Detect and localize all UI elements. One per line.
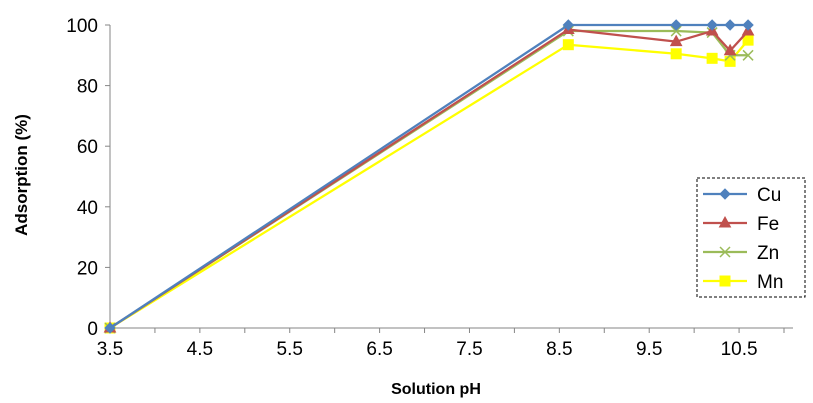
x-tick-label: 6.5: [366, 339, 392, 360]
series-mn: [104, 34, 754, 334]
data-point-cu: [742, 19, 754, 31]
data-point-cu: [670, 19, 682, 31]
data-point-mn: [706, 52, 718, 64]
series-cu: [104, 19, 754, 334]
x-tick-label: 9.5: [636, 339, 662, 360]
y-tick-label: 60: [77, 137, 98, 158]
data-point-mn: [742, 34, 754, 46]
data-point-cu: [562, 19, 575, 31]
legend-marker-fe: [718, 215, 732, 228]
data-point-zn: [742, 49, 754, 61]
data-point-fe: [723, 43, 737, 56]
x-tick-label: 8.5: [546, 339, 572, 360]
y-tick-label: 80: [77, 77, 98, 98]
legend-item-mn: Mn: [703, 272, 783, 293]
data-point-zn: [670, 25, 682, 37]
x-tick-label: 3.5: [97, 339, 123, 360]
y-tick-label: 0: [87, 319, 98, 340]
x-axis-title: Solution pH: [391, 381, 481, 398]
data-point-fe: [669, 34, 683, 47]
series-fe: [103, 22, 755, 333]
y-tick-label: 40: [77, 198, 98, 219]
y-axis-title: Adsorption (%): [12, 114, 31, 236]
series-line-cu: [109, 23, 749, 329]
legend-marker-zn: [719, 246, 731, 258]
y-tick-label: 20: [77, 258, 98, 279]
series-lines: [103, 19, 755, 334]
legend-label: Mn: [757, 272, 783, 293]
series-line-fe: [109, 28, 749, 329]
data-point-cu: [104, 322, 116, 334]
legend-marker-mn: [719, 275, 731, 287]
legend-label: Zn: [757, 243, 779, 264]
legend-item-cu: Cu: [703, 185, 781, 206]
data-point-cu: [724, 19, 736, 31]
data-point-mn: [562, 39, 574, 51]
legend-marker-cu: [719, 188, 731, 200]
data-point-mn: [670, 48, 682, 60]
x-tick-label: 4.5: [187, 339, 213, 360]
data-point-cu: [706, 19, 718, 31]
x-tick-label: 5.5: [277, 339, 303, 360]
x-tick-label: 10.5: [721, 339, 758, 360]
y-tick-label: 100: [66, 16, 98, 37]
legend-item-fe: Fe: [703, 214, 779, 235]
axes: 0 20 40 60 80 100 3.5 4.5 5.5 6.5 7.5 8.5 9.5 10.5: [66, 16, 793, 360]
series-line-zn: [109, 29, 749, 329]
legend-box: [696, 177, 806, 298]
x-tick-label: 7.5: [456, 339, 482, 360]
legend: Cu Fe Zn Mn: [696, 177, 806, 298]
series-zn: [104, 25, 754, 334]
legend-label: Fe: [757, 214, 779, 235]
legend-label: Cu: [757, 185, 781, 206]
legend-item-zn: Zn: [703, 243, 779, 264]
series-line-mn: [109, 39, 749, 329]
